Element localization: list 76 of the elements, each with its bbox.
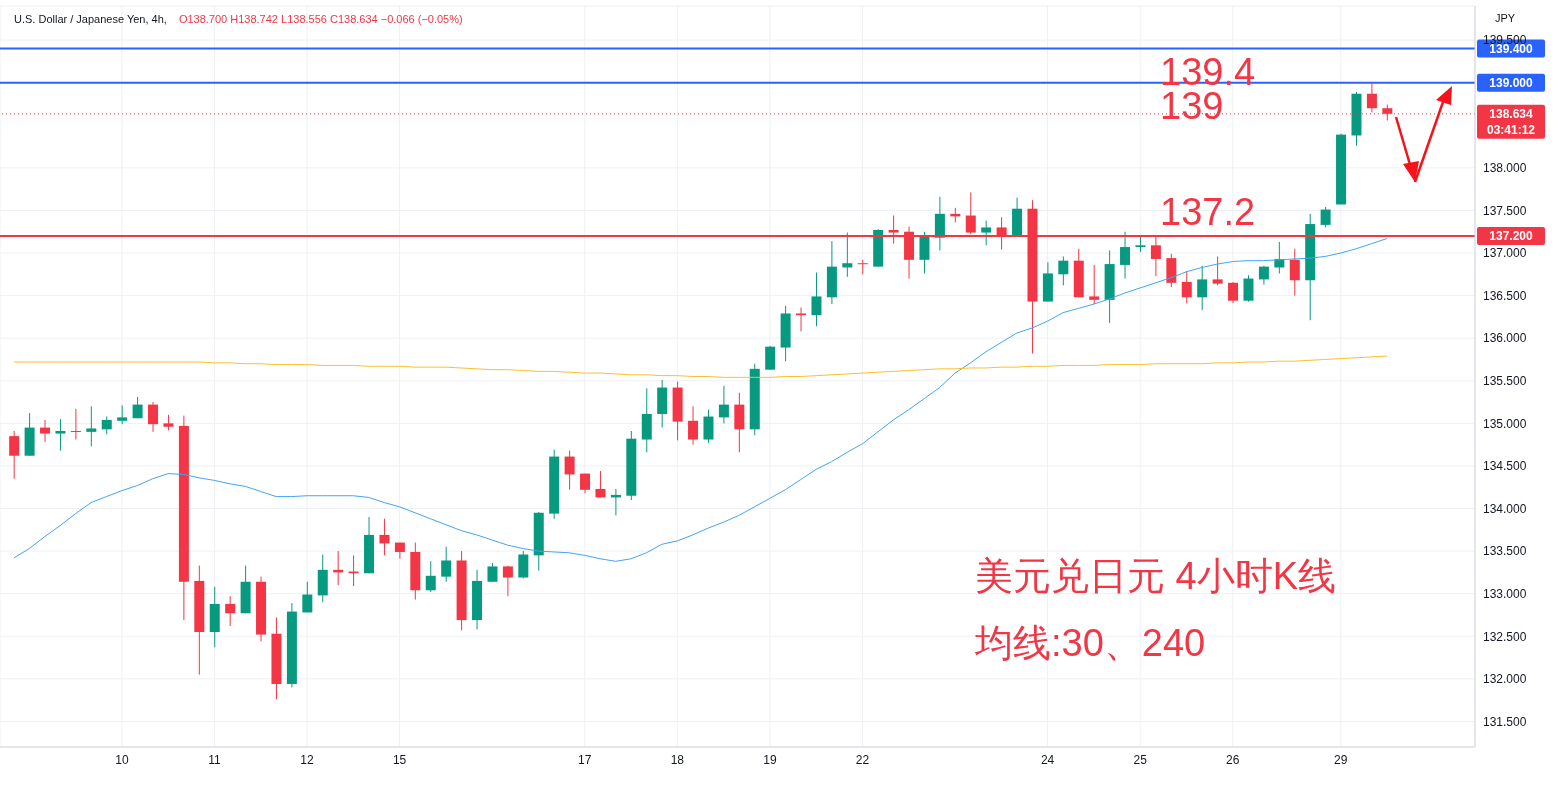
candlestick (1197, 265, 1208, 311)
candlestick (1212, 255, 1223, 286)
candlestick (148, 401, 159, 433)
y-tick-label: 132.500 (1483, 629, 1527, 644)
candlestick (703, 409, 714, 444)
candlestick (518, 550, 529, 579)
y-tick-label: 136.500 (1483, 288, 1527, 303)
y-tick-label: 131.500 (1483, 714, 1527, 729)
x-tick-label: 22 (855, 752, 870, 767)
candlestick (1058, 255, 1069, 286)
candlestick (1181, 270, 1192, 304)
candlestick (225, 595, 236, 627)
candlestick (1228, 281, 1239, 304)
candlestick (765, 345, 776, 371)
candlestick (688, 405, 699, 446)
candlestick (117, 404, 128, 425)
x-tick-label: 29 (1334, 752, 1348, 767)
candlestick (1258, 265, 1269, 286)
candlestick (1320, 206, 1331, 228)
y-tick-label: 133.000 (1483, 586, 1527, 601)
candlestick (86, 405, 97, 447)
annotation: 美元兑日元 4小时K线 (975, 554, 1337, 599)
candlestick (502, 565, 513, 597)
x-tick-label: 24 (1040, 752, 1055, 767)
candlestick (718, 385, 729, 424)
y-tick-label: 137.000 (1483, 246, 1527, 261)
line-series (13, 355, 1388, 378)
x-tick-label: 10 (115, 752, 129, 767)
x-tick-label: 26 (1226, 752, 1240, 767)
candlestick (1089, 264, 1100, 305)
text: O138.700 H138.742 L138.556 C138.634 −0.066 (−0.05%) (178, 13, 463, 25)
y-tick-label: 133.500 (1483, 544, 1527, 559)
candlestick (302, 581, 313, 613)
ref-line-label: 139.000 (1489, 75, 1534, 90)
candlestick (811, 272, 822, 327)
candlestick (55, 418, 66, 452)
y-tick-label: 132.000 (1483, 672, 1527, 687)
candlestick (9, 430, 20, 480)
candlestick (441, 546, 452, 583)
candlestick (934, 196, 945, 251)
candlestick (595, 470, 606, 498)
x-tick-label: 11 (208, 752, 222, 767)
candlestick (842, 232, 853, 278)
x-tick-label: 15 (392, 752, 407, 767)
candlestick (796, 307, 807, 332)
y-tick-label: 136.000 (1483, 331, 1527, 346)
candlestick (857, 259, 868, 275)
candlestick (981, 220, 992, 246)
text: U.S. Dollar / Japanese Yen, 4h, (14, 13, 167, 25)
candlestick (1366, 83, 1377, 113)
x-tick-label: 19 (763, 752, 777, 767)
y-tick-label: 135.000 (1483, 416, 1527, 431)
y-tick-label: 134.000 (1483, 501, 1527, 516)
candlestick (70, 408, 81, 441)
annotation: 137.2 (1160, 189, 1256, 234)
x-tick-label: 17 (578, 752, 592, 767)
ref-line-label: 137.200 (1489, 228, 1534, 243)
annotation: 均线:30、240 (975, 621, 1206, 666)
y-tick-label: 134.500 (1483, 459, 1527, 474)
y-axis-title: JPY (1495, 12, 1516, 24)
y-tick-label: 135.500 (1483, 374, 1527, 389)
x-tick-label: 18 (670, 752, 685, 767)
candlestick (1289, 248, 1300, 297)
ref-line-label: 138.634 03:41:12 (1486, 106, 1536, 137)
candlestick (1120, 231, 1131, 280)
x-tick-label: 25 (1133, 752, 1148, 767)
x-tick-label: 12 (300, 752, 315, 767)
candlestick (379, 518, 390, 556)
candlestick (40, 419, 51, 443)
candlestick (425, 560, 436, 593)
y-tick-label: 137.500 (1483, 203, 1527, 218)
candlestick (1243, 274, 1254, 303)
y-tick-label: 138.000 (1483, 161, 1527, 176)
candlestick (487, 562, 498, 583)
candlestick (919, 231, 930, 274)
candlestick (564, 450, 575, 491)
